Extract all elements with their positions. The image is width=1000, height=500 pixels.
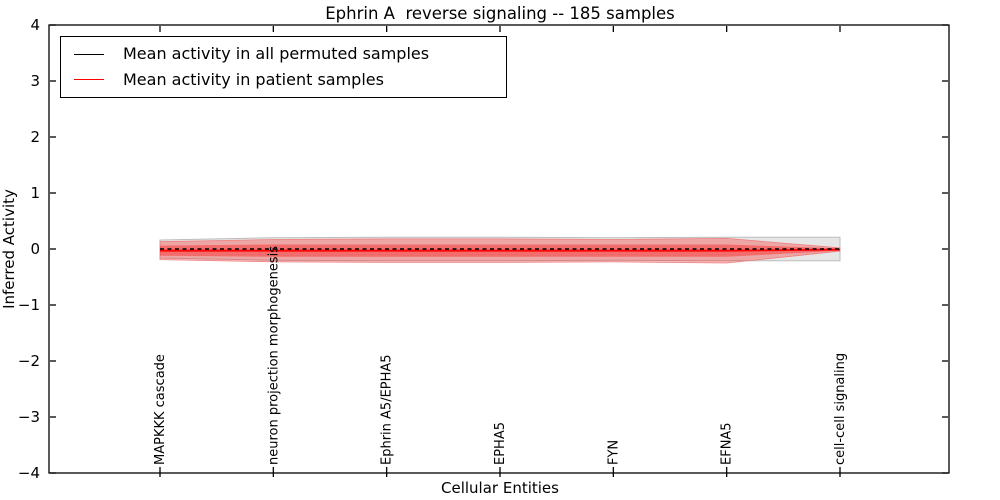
y-tick-label: −3: [18, 408, 40, 426]
x-category-label: EPHA5: [493, 422, 508, 465]
y-tick-label: 0: [30, 240, 40, 258]
legend-label: Mean activity in patient samples: [123, 69, 384, 89]
x-category-label: cell-cell signaling: [833, 353, 848, 465]
legend-line-sample-black: [74, 53, 104, 55]
y-tick-label: 3: [30, 72, 40, 90]
x-category-label: neuron projection morphogenesis: [266, 246, 281, 465]
patient-mean-line: [160, 248, 841, 252]
legend-line-sample-red: [74, 79, 104, 81]
legend-label: Mean activity in all permuted samples: [123, 44, 430, 64]
y-tick-label: 4: [30, 16, 40, 34]
y-axis-label: Inferred Activity: [0, 189, 18, 309]
x-axis-label: Cellular Entities: [441, 479, 559, 497]
x-category-label: EFNA5: [720, 422, 735, 465]
chart-title: Ephrin A reverse signaling -- 185 sample…: [325, 4, 675, 23]
y-tick-label: −4: [18, 464, 40, 482]
y-tick-label: −1: [18, 296, 40, 314]
x-category-label: FYN: [606, 440, 621, 465]
legend-item-patient: Mean activity in patient samples: [74, 69, 506, 89]
x-category-label: Ephrin A5/EPHA5: [380, 354, 395, 465]
plot-border: [48, 24, 950, 474]
legend-box: Mean activity in all permuted samples Me…: [60, 36, 507, 98]
x-category-label: MAPKKK cascade: [153, 354, 168, 465]
y-tick-label: −2: [18, 352, 40, 370]
legend-item-permuted: Mean activity in all permuted samples: [74, 46, 506, 62]
y-tick-label: 2: [30, 128, 40, 146]
y-tick-label: 1: [30, 184, 40, 202]
